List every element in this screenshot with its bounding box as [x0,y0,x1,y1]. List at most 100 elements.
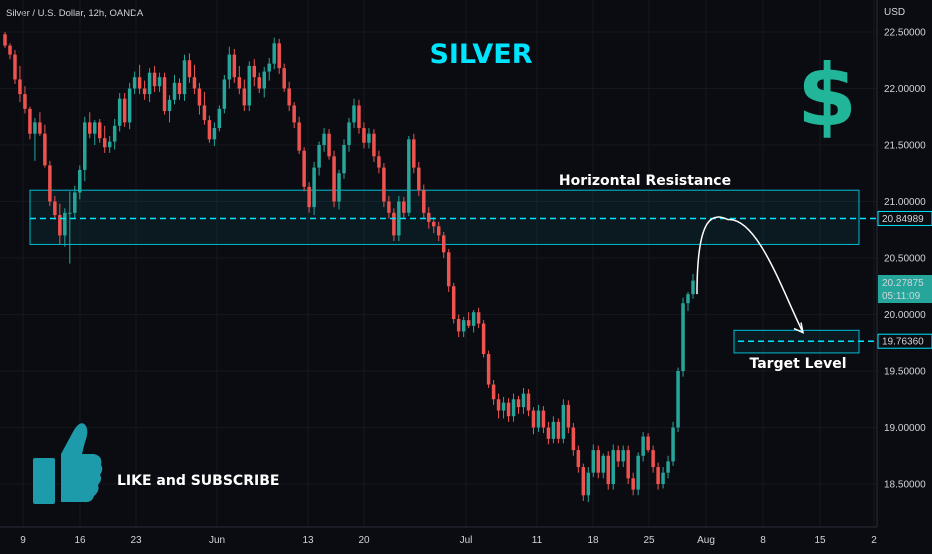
candle[interactable] [147,68,152,103]
candle[interactable] [541,406,546,434]
candle[interactable] [581,463,586,501]
candle[interactable] [332,150,336,208]
candle[interactable] [372,129,376,162]
candle[interactable] [73,185,77,219]
candle[interactable] [631,472,635,496]
candle[interactable] [342,139,346,179]
candle[interactable] [666,455,670,479]
candle[interactable] [197,82,202,115]
candle[interactable] [207,115,212,143]
candle[interactable] [646,433,650,453]
candle[interactable] [33,117,37,161]
candle[interactable] [566,400,571,434]
candle[interactable] [606,451,610,490]
candle[interactable] [277,38,281,74]
candle[interactable] [132,71,137,95]
candle[interactable] [551,416,556,444]
candle[interactable] [242,79,247,112]
candle[interactable] [681,297,685,377]
candle[interactable] [397,195,401,242]
candle[interactable] [491,380,496,405]
candle[interactable] [43,124,47,168]
candle[interactable] [392,208,396,242]
candle[interactable] [347,117,351,152]
candle[interactable] [102,125,107,153]
candle[interactable] [68,191,72,264]
candle[interactable] [8,43,12,60]
candle[interactable] [217,105,222,132]
candle[interactable] [282,63,286,92]
candle[interactable] [601,453,606,479]
candle[interactable] [436,221,441,242]
candle[interactable] [117,93,122,132]
candle[interactable] [641,432,645,462]
candle[interactable] [616,445,620,468]
candle[interactable] [536,404,541,433]
candle[interactable] [83,116,87,182]
candle[interactable] [107,135,112,153]
candle[interactable] [441,232,446,258]
candle[interactable] [571,422,576,456]
candle[interactable] [302,147,306,192]
candle[interactable] [521,387,526,414]
candle[interactable] [262,67,266,98]
candle[interactable] [167,95,172,123]
candle[interactable] [192,64,197,95]
candle[interactable] [307,182,311,213]
candle[interactable] [3,32,7,48]
candle[interactable] [427,207,431,229]
candle[interactable] [412,133,416,174]
candle[interactable] [58,203,62,245]
candle[interactable] [671,421,675,466]
candle[interactable] [611,444,615,490]
candle[interactable] [456,314,461,338]
candle[interactable] [18,65,22,103]
candle[interactable] [23,86,27,114]
candle[interactable] [177,78,182,100]
candle[interactable] [451,282,456,324]
candle[interactable] [621,445,625,468]
candle[interactable] [382,163,386,208]
candle[interactable] [317,141,321,176]
candle[interactable] [272,37,276,70]
candle[interactable] [257,72,262,94]
candle[interactable] [232,48,237,83]
candle[interactable] [466,312,471,329]
candle[interactable] [187,53,192,83]
candle[interactable] [486,350,491,388]
candle[interactable] [506,398,511,422]
candle[interactable] [92,120,97,145]
candle[interactable] [661,467,665,489]
candle[interactable] [297,116,301,155]
candle[interactable] [48,160,52,207]
candle[interactable] [237,65,242,95]
candle[interactable] [202,91,207,125]
candle[interactable] [387,195,391,219]
candle[interactable] [352,98,356,129]
candle[interactable] [531,407,536,435]
candle[interactable] [526,389,531,417]
candle[interactable] [501,396,506,419]
candle[interactable] [137,64,142,95]
candle[interactable] [38,112,42,136]
candle[interactable] [446,248,451,292]
candle[interactable] [511,393,516,422]
candle[interactable] [362,122,366,149]
candle[interactable] [322,128,326,152]
thumbs-up-icon[interactable] [33,423,103,504]
candle[interactable] [656,462,660,490]
candle[interactable] [357,99,361,134]
candle[interactable] [152,65,157,92]
candle[interactable] [586,467,591,503]
candle[interactable] [367,128,371,149]
candle[interactable] [292,102,296,129]
candle[interactable] [182,54,187,101]
candle[interactable] [312,161,316,216]
candle[interactable] [142,80,147,100]
candle[interactable] [28,106,32,140]
candle[interactable] [651,445,655,473]
candle[interactable] [162,72,167,115]
candle[interactable] [596,445,601,479]
